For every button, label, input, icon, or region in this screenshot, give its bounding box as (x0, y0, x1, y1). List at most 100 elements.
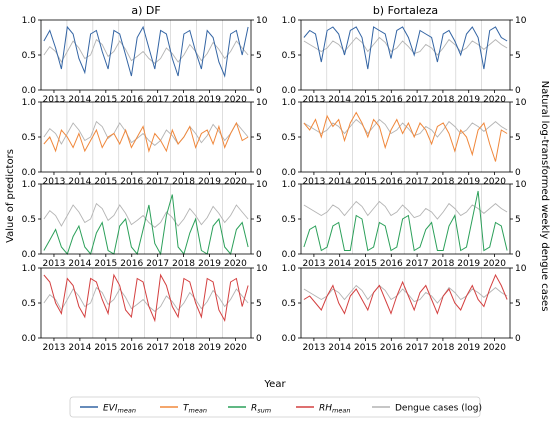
series-line-dengue (303, 200, 508, 220)
x-tick-label: 2013 (302, 259, 325, 269)
series-line-temp (303, 111, 508, 162)
y-tick-label-right: 5 (256, 133, 262, 143)
x-tick-label: 2015 (354, 343, 377, 353)
y-tick-label-right: 10 (256, 16, 268, 26)
x-tick-label: 2017 (406, 259, 429, 269)
legend-label-rain: Rsum (251, 404, 271, 415)
x-tick-label: 2019 (457, 177, 480, 187)
series-line-dengue (303, 118, 508, 138)
y-tick-label-right: 10 (256, 98, 268, 108)
x-tick-label: 2015 (354, 259, 377, 269)
x-tick-label: 2019 (457, 95, 480, 105)
series-line-dengue (303, 284, 508, 304)
y-tick-label-right: 10 (515, 180, 527, 190)
series-line-evi (303, 26, 508, 70)
x-tick-label: 2014 (328, 259, 351, 269)
series-line-rain (303, 190, 508, 252)
x-tick-label: 2014 (68, 177, 91, 187)
x-tick-label: 2017 (406, 343, 429, 353)
y-tick-label-left: 1.0 (22, 98, 37, 108)
x-tick-label: 2019 (198, 95, 221, 105)
series-line-rh (43, 273, 249, 323)
panel-frame (300, 101, 511, 173)
panel-df-evi: 0.0 0.5 1.0 0 5 10 2013 2014 2015 2016 2017 2018 201… (22, 16, 268, 105)
x-tick-label: 2013 (302, 343, 325, 353)
x-tick-label: 2016 (120, 343, 143, 353)
y-tick-label-right: 5 (256, 215, 262, 225)
y-tick-label-left: 0.0 (282, 168, 297, 178)
x-tick-label: 2017 (146, 259, 169, 269)
y-tick-label-left: 1.0 (22, 16, 37, 26)
legend-label-dengue: Dengue cases (log) (395, 404, 482, 414)
legend-label-temp: Tmean (183, 404, 207, 415)
x-tick-label: 2016 (120, 259, 143, 269)
y-tick-label-right: 5 (515, 51, 521, 61)
x-tick-label: 2018 (172, 177, 195, 187)
y-tick-label-left: 0.0 (22, 250, 37, 260)
y-tick-label-left: 0.0 (22, 334, 37, 344)
panel-frame (300, 19, 511, 91)
x-tick-label: 2017 (146, 177, 169, 187)
x-tick-label: 2016 (380, 343, 403, 353)
series-line-rh (303, 273, 508, 315)
y-tick-label-left: 0.5 (282, 299, 296, 309)
y-tick-label-right: 5 (256, 299, 262, 309)
series-line-dengue (43, 38, 249, 64)
x-tick-label: 2015 (94, 95, 117, 105)
y-axis-label-left: Value of predictors (5, 149, 16, 243)
series-line-dengue (43, 286, 249, 312)
y-tick-label-right: 0 (515, 86, 521, 96)
x-tick-label: 2017 (406, 177, 429, 187)
x-tick-label: 2020 (224, 95, 247, 105)
x-tick-label: 2020 (483, 95, 506, 105)
x-axis-label: Year (263, 379, 286, 390)
x-tick-label: 2020 (224, 259, 247, 269)
x-tick-label: 2019 (457, 343, 480, 353)
y-tick-label-left: 0.5 (282, 215, 296, 225)
x-tick-label: 2014 (68, 259, 91, 269)
x-tick-label: 2018 (172, 343, 195, 353)
x-tick-label: 2019 (457, 259, 480, 269)
x-tick-label: 2017 (146, 95, 169, 105)
x-tick-label: 2016 (120, 177, 143, 187)
y-tick-label-left: 0.0 (282, 250, 297, 260)
y-tick-label-right: 0 (256, 334, 262, 344)
x-tick-label: 2015 (354, 177, 377, 187)
panel-fortaleza-rh: 0.0 0.5 1.0 0 5 10 2013 2014 2015 2016 2017 2018 201… (282, 264, 527, 353)
y-tick-label-left: 0.5 (282, 133, 296, 143)
y-tick-label-right: 0 (515, 250, 521, 260)
series-line-dengue (43, 120, 249, 146)
y-tick-label-left: 0.0 (22, 168, 37, 178)
x-tick-label: 2017 (406, 95, 429, 105)
x-tick-label: 2017 (146, 343, 169, 353)
y-axis-label-right: Natural log-transformed weekly dengue ca… (539, 81, 550, 312)
y-tick-label-right: 0 (256, 86, 262, 96)
y-tick-label-left: 0.5 (22, 299, 36, 309)
x-tick-label: 2015 (94, 177, 117, 187)
y-tick-label-left: 1.0 (22, 180, 37, 190)
x-tick-label: 2020 (483, 259, 506, 269)
y-tick-label-left: 1.0 (282, 98, 297, 108)
x-tick-label: 2013 (43, 343, 66, 353)
x-tick-label: 2016 (380, 177, 403, 187)
x-tick-label: 2014 (68, 343, 91, 353)
x-tick-label: 2015 (94, 259, 117, 269)
y-tick-label-right: 5 (256, 51, 262, 61)
panel-df-rh: 0.0 0.5 1.0 0 5 10 2013 2014 2015 2016 2017 2018 201… (22, 264, 268, 353)
x-tick-label: 2020 (224, 177, 247, 187)
series-line-temp (43, 121, 249, 153)
legend: EVImean Tmean Rsum RHmean Dengue cases (log) (69, 396, 482, 418)
x-tick-label: 2018 (172, 259, 195, 269)
series-line-dengue (303, 36, 508, 56)
y-tick-label-left: 1.0 (282, 264, 297, 274)
y-tick-label-right: 0 (515, 334, 521, 344)
x-tick-label: 2013 (43, 259, 66, 269)
x-tick-label: 2015 (354, 95, 377, 105)
x-tick-label: 2014 (328, 177, 351, 187)
x-tick-label: 2016 (380, 259, 403, 269)
x-tick-label: 2014 (328, 95, 351, 105)
x-tick-label: 2015 (94, 343, 117, 353)
